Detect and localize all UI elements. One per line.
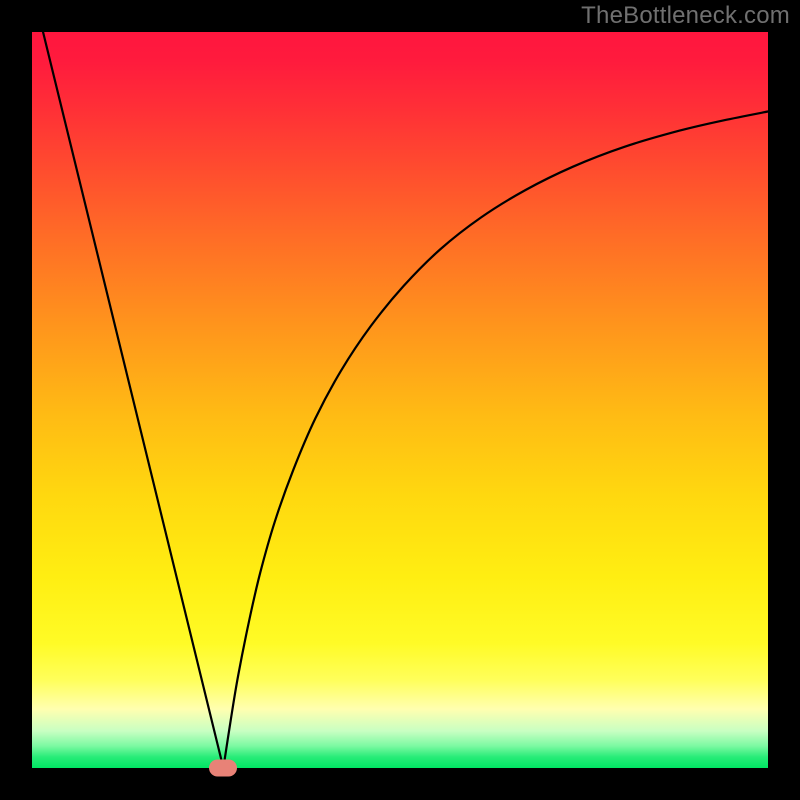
watermark-text: TheBottleneck.com <box>581 2 790 30</box>
plot-svg <box>32 32 768 768</box>
vertex-marker <box>209 760 237 777</box>
image-root: TheBottleneck.com <box>0 0 800 800</box>
plot-background <box>32 32 768 768</box>
plot-area <box>32 32 768 768</box>
